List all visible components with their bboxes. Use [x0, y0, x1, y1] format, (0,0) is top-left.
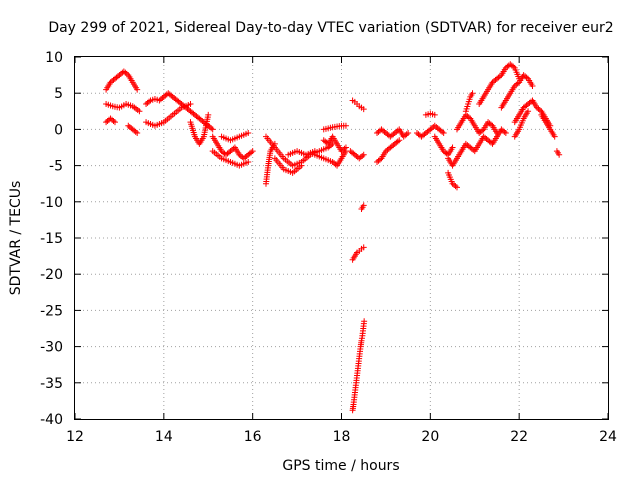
data-point: [449, 144, 456, 151]
data-point: [187, 101, 194, 108]
data-point: [298, 162, 305, 169]
data-point: [134, 86, 141, 93]
x-tick-label: 24: [599, 429, 617, 445]
data-point: [332, 161, 339, 168]
y-tick-label: -40: [40, 412, 63, 428]
data-point: [342, 122, 349, 129]
data-point: [523, 74, 530, 81]
data-point: [245, 158, 252, 165]
y-tick-label: -10: [40, 195, 63, 211]
data-point: [342, 144, 349, 151]
data-point: [360, 202, 367, 209]
data-point: [360, 151, 367, 158]
y-tick-label: -30: [40, 340, 63, 356]
data-point: [431, 111, 438, 118]
data-point: [146, 98, 153, 105]
x-tick-label: 18: [333, 429, 351, 445]
data-point: [488, 139, 495, 146]
data-point: [529, 82, 536, 89]
data-point: [249, 148, 256, 155]
data-point: [361, 318, 368, 325]
x-tick-label: 20: [421, 429, 439, 445]
data-point: [111, 119, 118, 126]
data-point: [403, 131, 410, 138]
data-point: [493, 130, 500, 137]
y-tick-label: 0: [54, 122, 63, 138]
data-point: [134, 130, 141, 137]
data-point: [496, 73, 503, 80]
data-point: [501, 128, 508, 135]
data-point: [323, 139, 330, 146]
data-point: [394, 138, 401, 145]
data-point: [510, 63, 517, 70]
data-point: [551, 133, 558, 140]
data-series: [103, 61, 563, 414]
data-point: [205, 111, 212, 118]
data-point: [359, 152, 366, 159]
plot-frame: [74, 56, 609, 420]
data-point: [132, 128, 139, 135]
tick-labels: 12 14 16 18 20 22 24 -40 -35 -30 -25 -20 -15 -10 -5 0 5 1…: [40, 50, 617, 445]
data-point: [479, 127, 486, 134]
data-point: [465, 114, 472, 121]
data-point: [360, 244, 367, 251]
x-tick-label: 12: [66, 429, 84, 445]
y-tick-label: -15: [40, 231, 63, 247]
data-point: [208, 125, 215, 132]
data-point: [556, 151, 563, 158]
data-point: [394, 127, 401, 134]
data-point: [439, 128, 446, 135]
data-point: [376, 156, 383, 163]
data-point: [360, 106, 367, 113]
data-point: [405, 130, 412, 137]
data-point: [528, 98, 535, 105]
data-point: [470, 146, 477, 153]
data-point: [110, 117, 117, 124]
y-tick-label: -5: [49, 159, 63, 175]
data-point: [514, 80, 521, 87]
y-tick-label: -20: [40, 267, 63, 283]
y-tick-label: 5: [54, 86, 63, 102]
x-axis-title: GPS time / hours: [282, 458, 399, 474]
data-point: [136, 108, 143, 115]
data-point: [525, 108, 532, 115]
chart-title: Day 299 of 2021, Sidereal Day-to-day VTE…: [48, 20, 613, 36]
y-axis-title: SDTVAR / TECUs: [8, 181, 24, 296]
x-tick-label: 16: [244, 429, 262, 445]
data-point: [488, 121, 495, 128]
x-tick-label: 14: [155, 429, 173, 445]
x-tick-label: 22: [510, 429, 528, 445]
data-point: [502, 130, 509, 137]
data-point: [328, 142, 335, 149]
data-point: [443, 150, 450, 157]
y-tick-label: -35: [40, 376, 63, 392]
data-point: [469, 90, 476, 97]
data-point: [209, 126, 216, 133]
data-point: [123, 70, 130, 77]
data-point: [230, 145, 237, 152]
data-point: [396, 137, 403, 144]
data-point: [536, 107, 543, 114]
y-tick-label: 10: [45, 50, 63, 66]
data-point: [248, 149, 255, 156]
data-point: [341, 145, 348, 152]
y-tick-label: -25: [40, 303, 63, 319]
data-point: [245, 130, 252, 137]
data-point: [440, 130, 447, 137]
data-point: [452, 183, 459, 190]
data-point: [453, 184, 460, 191]
